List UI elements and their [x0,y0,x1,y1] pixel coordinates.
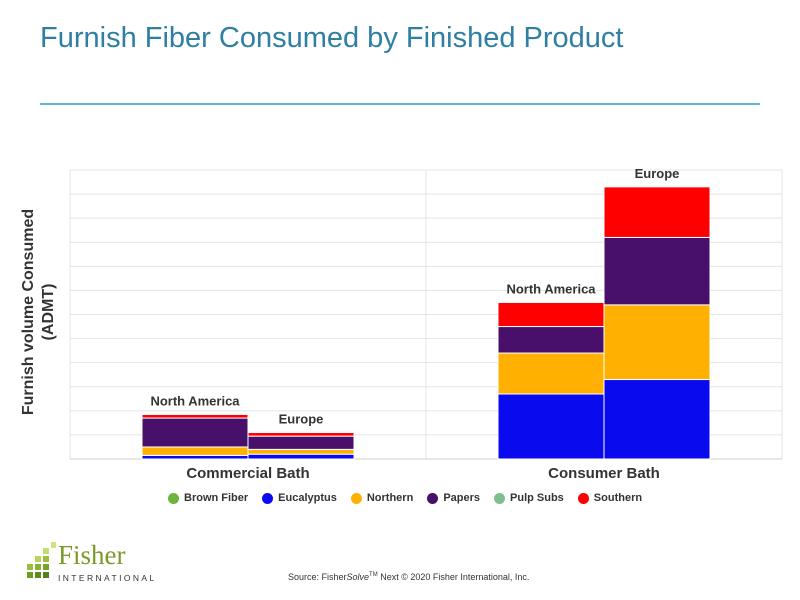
bar-segment-northern [247,448,355,455]
bar-label: North America [506,281,596,296]
legend-item: Eucalyptus [262,492,337,504]
bar-segment-eucalyptus [247,453,355,460]
legend-label: Southern [593,492,643,504]
legend-label: Northern [366,492,414,504]
page-title: Furnish Fiber Consumed by Finished Produ… [40,22,624,54]
bar-segment-eucalyptus [497,393,605,460]
category-label: Commercial Bath [186,465,309,482]
source-italic: Solve [346,572,370,582]
bar-segment-papers [497,326,605,354]
legend-swatch [494,492,506,504]
legend-swatch [168,492,179,504]
y-axis-label-unit: (ADMT) [40,284,57,341]
bar-segment-southern [497,301,605,328]
title-divider [40,103,760,105]
bar-segment-papers [141,417,249,448]
bar-segment-northern [497,352,605,395]
logo-wordmark: Fisher [58,540,126,570]
bar-label: Europe [635,166,680,181]
source-prefix: Source: Fisher [288,572,347,582]
logo-subtitle: INTERNATIONAL [58,573,157,583]
bar-segment-papers [603,236,711,306]
legend-swatch [577,492,589,504]
legend-item: Brown Fiber [168,492,248,504]
logo-mark-icon [27,542,56,578]
source-note: Source: FisherSolveTM Next © 2020 Fisher… [288,572,529,582]
y-axis-label: Furnish volume Consumed [20,209,37,415]
bar-label: Europe [279,412,324,427]
legend-item: Southern [577,492,643,504]
legend-label: Brown Fiber [184,492,249,504]
labels-layer: North America Europe Commercial Bath North … [150,166,679,482]
legend-swatch [262,492,274,504]
bar-segment-eucalyptus [603,379,711,460]
category-label: Consumer Bath [548,465,660,482]
legend: Brown Fiber Eucalyptus Northern Papers Pulp … [168,492,642,504]
bar-segment-eucalyptus [141,454,249,460]
legend-item: Pulp Subs [494,492,564,504]
bar-label: North America [150,393,240,408]
legend-label: Papers [443,492,481,504]
legend-swatch [350,492,362,504]
bar-segment-papers [247,435,355,450]
source-suffix: Next © 2020 Fisher International, Inc. [377,572,530,582]
source-tm: TM [369,572,378,578]
fisher-logo: Fisher INTERNATIONAL [26,540,156,586]
legend-label: Eucalyptus [278,492,337,504]
bar-segment-northern [141,446,249,456]
bar-segment-southern [603,186,711,238]
legend-label: Pulp Subs [510,492,564,504]
bars-layer [141,186,711,460]
legend-swatch [427,492,439,504]
bar-segment-southern [247,432,355,437]
legend-item: Northern [350,492,414,504]
legend-item: Papers [427,492,480,504]
bar-segment-northern [603,304,711,381]
bar-segment-southern [141,413,249,419]
